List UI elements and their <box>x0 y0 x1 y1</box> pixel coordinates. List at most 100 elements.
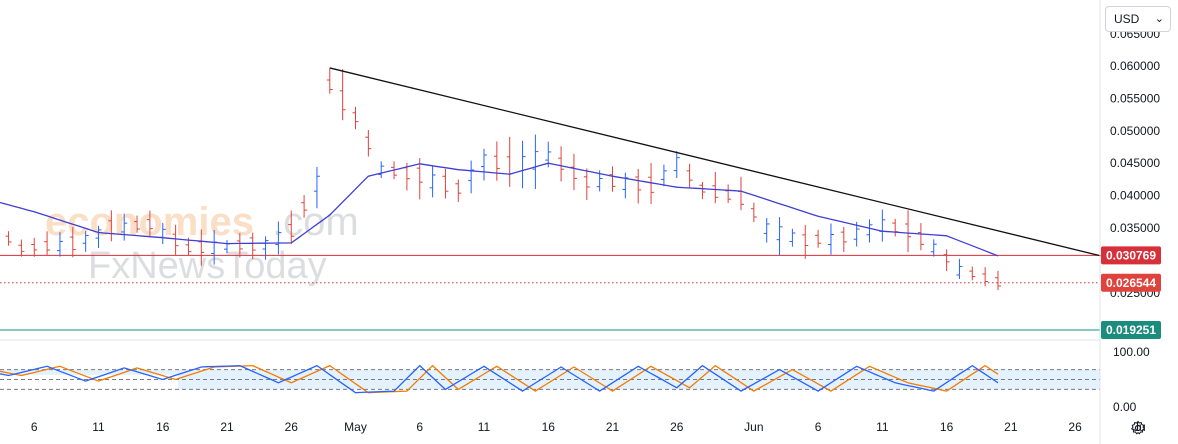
candle[interactable] <box>82 231 89 252</box>
candle[interactable] <box>481 148 487 181</box>
candle[interactable] <box>378 161 385 179</box>
candle[interactable] <box>558 146 565 182</box>
candle[interactable] <box>352 106 359 130</box>
candle[interactable] <box>365 129 372 157</box>
candle[interactable] <box>892 218 899 237</box>
candle[interactable] <box>146 210 153 238</box>
candle[interactable] <box>506 136 513 187</box>
candle[interactable] <box>840 226 847 253</box>
candle[interactable] <box>789 228 796 247</box>
candle[interactable] <box>763 218 770 243</box>
candle[interactable] <box>442 168 449 199</box>
x-tick-label: 11 <box>92 420 105 434</box>
candle[interactable] <box>827 223 834 255</box>
price-label-current[interactable]: 0.026544 <box>1101 273 1161 292</box>
x-tick-label: 6 <box>815 420 822 434</box>
candle[interactable] <box>275 221 282 255</box>
stochastic-tick-label: 100.00 <box>1113 345 1150 359</box>
candle[interactable] <box>44 231 51 255</box>
descending-trendline <box>329 67 1101 257</box>
candle[interactable] <box>583 168 590 201</box>
candle[interactable] <box>660 164 667 187</box>
candle[interactable] <box>725 184 732 204</box>
x-tick-label: Jun <box>744 420 763 434</box>
moving-average-line <box>0 162 999 257</box>
gear-icon[interactable] <box>1130 420 1146 436</box>
x-tick-label: 21 <box>220 420 234 434</box>
candle[interactable] <box>134 215 141 233</box>
watermark: economies .com FxNewsToday <box>45 200 359 287</box>
candle[interactable] <box>288 210 295 244</box>
stochastic-d-line <box>0 364 999 394</box>
x-tick-label: 26 <box>670 420 684 434</box>
x-tick-label: 11 <box>478 420 491 434</box>
stochastic-k-line <box>0 364 999 394</box>
svg-text:0.019251: 0.019251 <box>1106 323 1156 337</box>
candle[interactable] <box>326 67 333 94</box>
candle[interactable] <box>416 158 423 200</box>
candle[interactable] <box>31 237 38 257</box>
price-label-resistance[interactable]: 0.030769 <box>1101 246 1161 265</box>
candle[interactable] <box>5 231 12 246</box>
candle[interactable] <box>622 172 629 199</box>
x-tick-label: 6 <box>416 420 423 434</box>
candle[interactable] <box>776 217 783 256</box>
candle[interactable] <box>635 168 642 204</box>
candle[interactable] <box>609 166 616 192</box>
svg-text:0.030769: 0.030769 <box>1106 248 1156 262</box>
currency-select[interactable]: USD ⌄ <box>1105 6 1171 32</box>
candle[interactable] <box>56 232 63 257</box>
currency-select-value: USD <box>1114 12 1140 26</box>
candle[interactable] <box>313 166 320 209</box>
x-tick-label: 21 <box>606 420 620 434</box>
x-tick-label: 26 <box>1068 420 1082 434</box>
x-tick-label: 21 <box>1004 420 1018 434</box>
candle[interactable] <box>519 140 526 189</box>
candle[interactable] <box>879 209 886 242</box>
candle[interactable] <box>969 266 976 281</box>
candle[interactable] <box>249 232 256 260</box>
candle[interactable] <box>982 267 989 287</box>
candle[interactable] <box>648 162 655 204</box>
y-tick-label: 0.060000 <box>1110 59 1160 73</box>
candle[interactable] <box>750 202 757 223</box>
candle[interactable] <box>738 176 744 211</box>
candle[interactable] <box>301 195 308 218</box>
candle[interactable] <box>570 153 577 191</box>
candle[interactable] <box>956 258 963 279</box>
x-tick-label: 16 <box>542 420 556 434</box>
candle[interactable] <box>429 166 436 198</box>
candle[interactable] <box>262 236 269 260</box>
y-tick-label: 0.055000 <box>1110 91 1160 105</box>
candle[interactable] <box>930 239 937 257</box>
candle[interactable] <box>699 182 706 200</box>
y-tick-label: 0.040000 <box>1110 189 1160 203</box>
stochastic-tick-label: 0.00 <box>1113 400 1137 414</box>
candle[interactable] <box>532 134 539 190</box>
candle[interactable] <box>69 227 76 258</box>
candle[interactable] <box>712 171 719 204</box>
candle[interactable] <box>18 239 25 257</box>
candle[interactable] <box>236 232 243 258</box>
price-label-low[interactable]: 0.019251 <box>1101 321 1161 340</box>
candle[interactable] <box>815 229 822 248</box>
candle[interactable] <box>455 179 462 202</box>
candle[interactable] <box>172 224 179 255</box>
candle[interactable] <box>95 225 102 248</box>
candle[interactable] <box>917 223 924 251</box>
x-tick-label: May <box>344 420 367 434</box>
candle[interactable] <box>121 213 128 241</box>
candle[interactable] <box>468 160 475 194</box>
candle[interactable] <box>866 219 873 243</box>
candle[interactable] <box>802 224 809 259</box>
candle[interactable] <box>995 270 1001 291</box>
candle[interactable] <box>673 151 680 178</box>
candle[interactable] <box>686 163 693 189</box>
y-tick-label: 0.035000 <box>1110 221 1160 235</box>
candle[interactable] <box>905 210 912 253</box>
x-tick-label: 16 <box>156 420 170 434</box>
candle[interactable] <box>493 141 500 181</box>
candle[interactable] <box>943 249 950 272</box>
candle[interactable] <box>339 69 346 121</box>
